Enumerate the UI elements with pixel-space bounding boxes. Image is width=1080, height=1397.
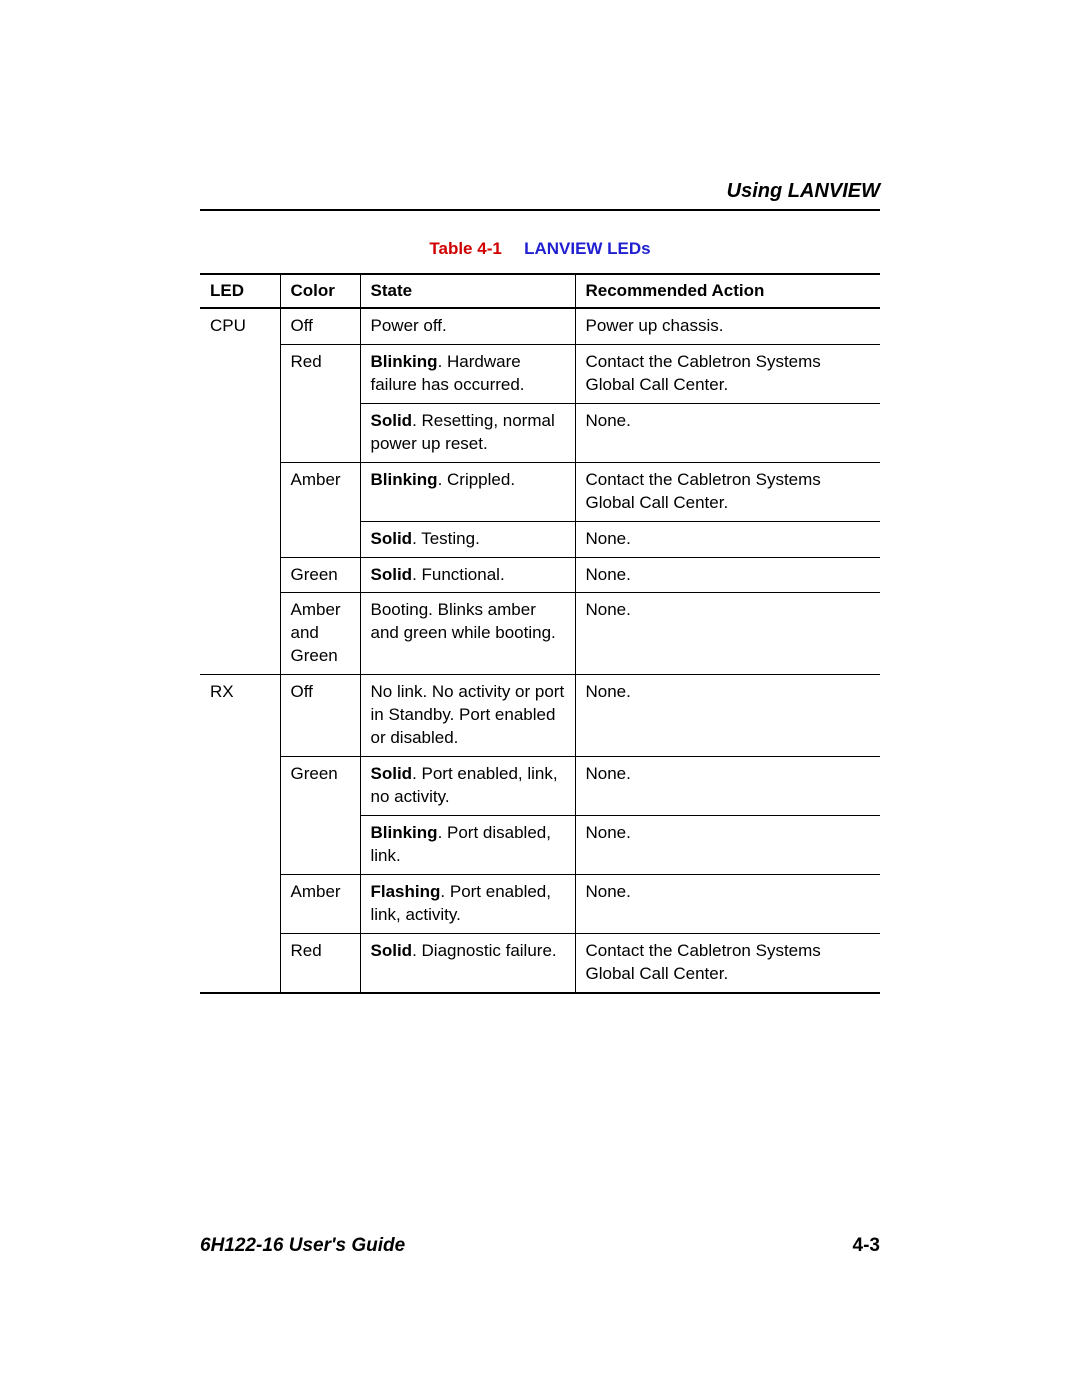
cell-state: Solid. Functional.: [360, 557, 575, 593]
cell-action: None.: [575, 593, 880, 675]
table-row: Green Solid. Port enabled, link, no acti…: [200, 757, 880, 816]
table-caption: Table 4-1 LANVIEW LEDs: [200, 239, 880, 259]
cell-color: Red: [280, 933, 360, 992]
cell-color: Amber: [280, 462, 360, 557]
cell-action: None.: [575, 557, 880, 593]
table-row: Red Solid. Diagnostic failure. Contact t…: [200, 933, 880, 992]
caption-label: Table 4-1: [429, 239, 501, 258]
cell-action: None.: [575, 521, 880, 557]
cell-state: Booting. Blinks amber and green while bo…: [360, 593, 575, 675]
cell-action: None.: [575, 815, 880, 874]
led-table: LED Color State Recommended Action CPU O…: [200, 273, 880, 994]
table-body: CPU Off Power off. Power up chassis. Red…: [200, 308, 880, 993]
cell-action: Contact the Cabletron Systems Global Cal…: [575, 344, 880, 403]
table-row: Amber and Green Booting. Blinks amber an…: [200, 593, 880, 675]
cell-state: Flashing. Port enabled, link, activity.: [360, 874, 575, 933]
cell-action: Contact the Cabletron Systems Global Cal…: [575, 933, 880, 992]
cell-action: None.: [575, 403, 880, 462]
table-row: CPU Off Power off. Power up chassis.: [200, 308, 880, 344]
cell-color: Off: [280, 675, 360, 757]
header-title: Using LANVIEW: [727, 180, 880, 202]
table-row: Amber Flashing. Port enabled, link, acti…: [200, 874, 880, 933]
cell-color: Green: [280, 757, 360, 875]
cell-state: Solid. Testing.: [360, 521, 575, 557]
cell-led: RX: [200, 675, 280, 993]
col-header-state: State: [360, 274, 575, 308]
footer-guide-title: 6H122-16 User's Guide: [200, 1235, 405, 1257]
cell-color: Amber and Green: [280, 593, 360, 675]
cell-state: Solid. Resetting, normal power up reset.: [360, 403, 575, 462]
col-header-action: Recommended Action: [575, 274, 880, 308]
cell-color: Green: [280, 557, 360, 593]
cell-action: Power up chassis.: [575, 308, 880, 344]
cell-color: Off: [280, 308, 360, 344]
cell-color: Amber: [280, 874, 360, 933]
cell-state: Blinking. Crippled.: [360, 462, 575, 521]
cell-state: Blinking. Port disabled, link.: [360, 815, 575, 874]
cell-action: None.: [575, 675, 880, 757]
cell-state: Blinking. Hardware failure has occurred.: [360, 344, 575, 403]
footer-page-number: 4-3: [853, 1235, 880, 1257]
table-row: Amber Blinking. Crippled. Contact the Ca…: [200, 462, 880, 521]
cell-state: Solid. Port enabled, link, no activity.: [360, 757, 575, 816]
cell-led: CPU: [200, 308, 280, 675]
table-row: Green Solid. Functional. None.: [200, 557, 880, 593]
cell-state: Solid. Diagnostic failure.: [360, 933, 575, 992]
page-header: Using LANVIEW: [200, 180, 880, 211]
table-row: Red Blinking. Hardware failure has occur…: [200, 344, 880, 403]
cell-color: Red: [280, 344, 360, 462]
col-header-color: Color: [280, 274, 360, 308]
caption-title: LANVIEW LEDs: [524, 239, 651, 258]
page-footer: 6H122-16 User's Guide 4-3: [200, 1235, 880, 1257]
table-row: RX Off No link. No activity or port in S…: [200, 675, 880, 757]
col-header-led: LED: [200, 274, 280, 308]
cell-action: None.: [575, 874, 880, 933]
document-page: Using LANVIEW Table 4-1 LANVIEW LEDs LED…: [0, 0, 1080, 1397]
table-header-row: LED Color State Recommended Action: [200, 274, 880, 308]
cell-action: Contact the Cabletron Systems Global Cal…: [575, 462, 880, 521]
cell-state: No link. No activity or port in Standby.…: [360, 675, 575, 757]
cell-state: Power off.: [360, 308, 575, 344]
cell-action: None.: [575, 757, 880, 816]
